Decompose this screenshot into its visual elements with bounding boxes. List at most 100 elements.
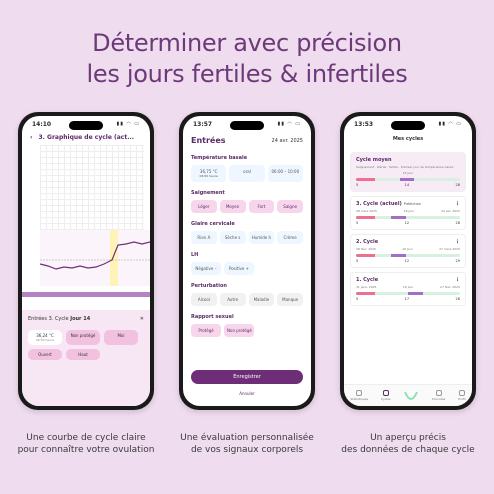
temperature-curve bbox=[40, 230, 150, 286]
entry-panel: Entrées 3. Cycle Jour 14 ✕ 36,24 °C 06:50… bbox=[22, 310, 150, 406]
cycle-legend: Saignement · stérile · fertile · Premier… bbox=[356, 165, 454, 169]
entries-date[interactable]: 24 avr. 2025 bbox=[271, 137, 303, 144]
cycle-name: 3. Cycle (actuel) Prédiction bbox=[356, 201, 421, 207]
temperature-method[interactable]: oral bbox=[229, 165, 265, 182]
chip-unprotected[interactable]: Non protégé bbox=[66, 330, 100, 345]
list-icon bbox=[435, 390, 442, 396]
tab-statistics[interactable]: Statistiques bbox=[350, 390, 368, 401]
dynamic-island bbox=[230, 121, 264, 130]
disturb-other[interactable]: Autre bbox=[219, 293, 246, 306]
lh-positive[interactable]: Positive + bbox=[224, 262, 254, 275]
cycle-bar bbox=[356, 254, 460, 257]
mucus-humid[interactable]: Humide h bbox=[248, 231, 275, 244]
bleeding-spotting[interactable]: Saigne bbox=[277, 200, 303, 213]
temperature-value[interactable]: 36,75 °C 06:50 heure bbox=[191, 165, 227, 182]
cycle-bar bbox=[356, 216, 460, 219]
cycle-card-current[interactable]: 3. Cycle (actuel) Prédiction ⋮ 28 mars 20… bbox=[350, 196, 466, 230]
hero-line1: Déterminer avec précision bbox=[92, 29, 402, 57]
cycle-bar bbox=[356, 292, 460, 295]
caption-1: Une courbe de cycle claire pour connaître… bbox=[17, 433, 155, 455]
disturb-alcohol[interactable]: Alcool bbox=[191, 293, 217, 306]
caption-2: Une évaluation personnalisée de vos signa… bbox=[180, 433, 314, 455]
temperature-row: 36,75 °C 06:50 heure oral 06:00 – 10:00 bbox=[183, 163, 311, 184]
section-lh: LH bbox=[191, 252, 199, 258]
fertile-segment bbox=[399, 178, 415, 181]
mucus-none[interactable]: Rien A bbox=[191, 231, 217, 244]
intercourse-row: Protégé Non protégé bbox=[183, 322, 311, 339]
entry-chips: 36,24 °C 06:50 heure Non protégé Moi Ouve… bbox=[28, 330, 144, 360]
more-icon[interactable]: ⋮ bbox=[455, 201, 460, 207]
lh-row: Négative – Positive + bbox=[183, 260, 311, 277]
lh-negative[interactable]: Négative – bbox=[191, 262, 221, 275]
sex-unprotected[interactable]: Non protégé bbox=[224, 324, 254, 337]
chart-header: ‹ 3. Graphique de cycle (act... bbox=[22, 132, 150, 143]
more-icon[interactable]: ⋮ bbox=[455, 277, 460, 283]
status-bar: 13:53 ▮▮ ◠ ▭ bbox=[344, 116, 472, 132]
bleeding-segment bbox=[356, 178, 375, 181]
disturb-lack[interactable]: Manque bbox=[277, 293, 303, 306]
disturbance-row: Alcool Autre Maladie Manque bbox=[183, 291, 311, 308]
chip-temperature[interactable]: 36,24 °C 06:50 heure bbox=[28, 330, 62, 345]
hero-line2: les jours fertiles & infertiles bbox=[86, 60, 408, 88]
phone3-screen: 13:53 ▮▮ ◠ ▭ Mes cycles Cycle moyen Saig… bbox=[344, 116, 472, 406]
status-bar: 13:57 ▮▮ ◠ ▭ bbox=[183, 116, 311, 132]
cycle-day-strip bbox=[22, 292, 150, 297]
signal-icon: ▮▮ ◠ ▭ bbox=[438, 121, 462, 127]
section-temperature: Température basale bbox=[191, 155, 248, 161]
mucus-cream[interactable]: Crème bbox=[277, 231, 303, 244]
back-icon[interactable]: ‹ bbox=[30, 134, 33, 141]
bleeding-segment bbox=[356, 254, 375, 257]
chart-title: 3. Graphique de cycle (act... bbox=[38, 134, 135, 141]
tab-profile[interactable]: Profil bbox=[458, 390, 466, 401]
phone1-screen: 14:10 ▮▮ ◠ ▭ ‹ 3. Graphique de cycle (ac… bbox=[22, 116, 150, 406]
cycle-icon bbox=[382, 390, 389, 396]
cycle-data-grid bbox=[26, 145, 146, 245]
cycle-name: 2. Cycle bbox=[356, 239, 379, 245]
tab-bar: Statistiques Cycles Données Profil bbox=[344, 384, 472, 406]
chip-high[interactable]: Haut bbox=[66, 349, 100, 360]
close-icon[interactable]: ✕ bbox=[139, 316, 144, 322]
save-button[interactable]: Enregistrer bbox=[191, 370, 303, 384]
section-bleeding: Saignement bbox=[191, 190, 225, 196]
status-time: 14:10 bbox=[32, 120, 52, 128]
phone-my-cycles: 13:53 ▮▮ ◠ ▭ Mes cycles Cycle moyen Saig… bbox=[340, 112, 476, 410]
cycle-card-average[interactable]: Cycle moyen Saignement · stérile · ferti… bbox=[350, 152, 466, 192]
entries-header: Entrées 24 avr. 2025 bbox=[183, 132, 311, 149]
more-icon[interactable]: ⋮ bbox=[455, 239, 460, 245]
profile-icon bbox=[458, 390, 465, 396]
bleeding-segment bbox=[356, 216, 375, 219]
cycle-card-1[interactable]: 1. Cycle ⋮ 31 janv. 2025 16 Jour 27 févr. 2… bbox=[350, 272, 466, 306]
chip-open[interactable]: Ouvert bbox=[28, 349, 62, 360]
tab-cycles[interactable]: Cycles bbox=[381, 390, 391, 401]
sex-protected[interactable]: Protégé bbox=[191, 324, 221, 337]
phone-entries: 13:57 ▮▮ ◠ ▭ Entrées 24 avr. 2025 Tempér… bbox=[179, 112, 315, 410]
fertile-segment bbox=[391, 216, 406, 219]
hero-heading: Déterminer avec précision les jours fert… bbox=[0, 28, 494, 90]
signal-icon: ▮▮ ◠ ▭ bbox=[277, 121, 301, 127]
entry-panel-title: Entrées 3. Cycle Jour 14 bbox=[28, 316, 91, 322]
cycle-bar bbox=[356, 178, 460, 181]
bleeding-row: Léger Moyen Fort Saigne bbox=[183, 198, 311, 215]
mucus-dry[interactable]: Sèche s bbox=[219, 231, 246, 244]
chip-medium[interactable]: Moi bbox=[104, 330, 138, 345]
entries-title: Entrées bbox=[191, 136, 226, 145]
section-disturbance: Perturbation bbox=[191, 283, 227, 289]
bleeding-heavy[interactable]: Fort bbox=[248, 200, 275, 213]
temperature-range[interactable]: 06:00 – 10:00 bbox=[267, 165, 303, 182]
curve-icon bbox=[404, 391, 419, 400]
section-mucus: Glaire cervicale bbox=[191, 221, 235, 227]
grid-lines bbox=[40, 145, 144, 245]
disturb-illness[interactable]: Maladie bbox=[248, 293, 275, 306]
dynamic-island bbox=[391, 121, 425, 130]
cycle-card-2[interactable]: 2. Cycle ⋮ 28 févr. 2025 16 Jour 27 mars 20… bbox=[350, 234, 466, 268]
bleeding-light[interactable]: Léger bbox=[191, 200, 217, 213]
tab-center[interactable] bbox=[403, 390, 419, 402]
mucus-row: Rien A Sèche s Humide h Crème bbox=[183, 229, 311, 246]
fertile-segment bbox=[391, 254, 406, 257]
bleeding-medium[interactable]: Moyen bbox=[219, 200, 246, 213]
status-time: 13:53 bbox=[354, 120, 374, 128]
fertile-segment bbox=[408, 292, 423, 295]
cycle-days: 15 Jour bbox=[402, 171, 414, 175]
cancel-button[interactable]: Annuler bbox=[239, 391, 255, 396]
tab-data[interactable]: Données bbox=[432, 390, 445, 401]
